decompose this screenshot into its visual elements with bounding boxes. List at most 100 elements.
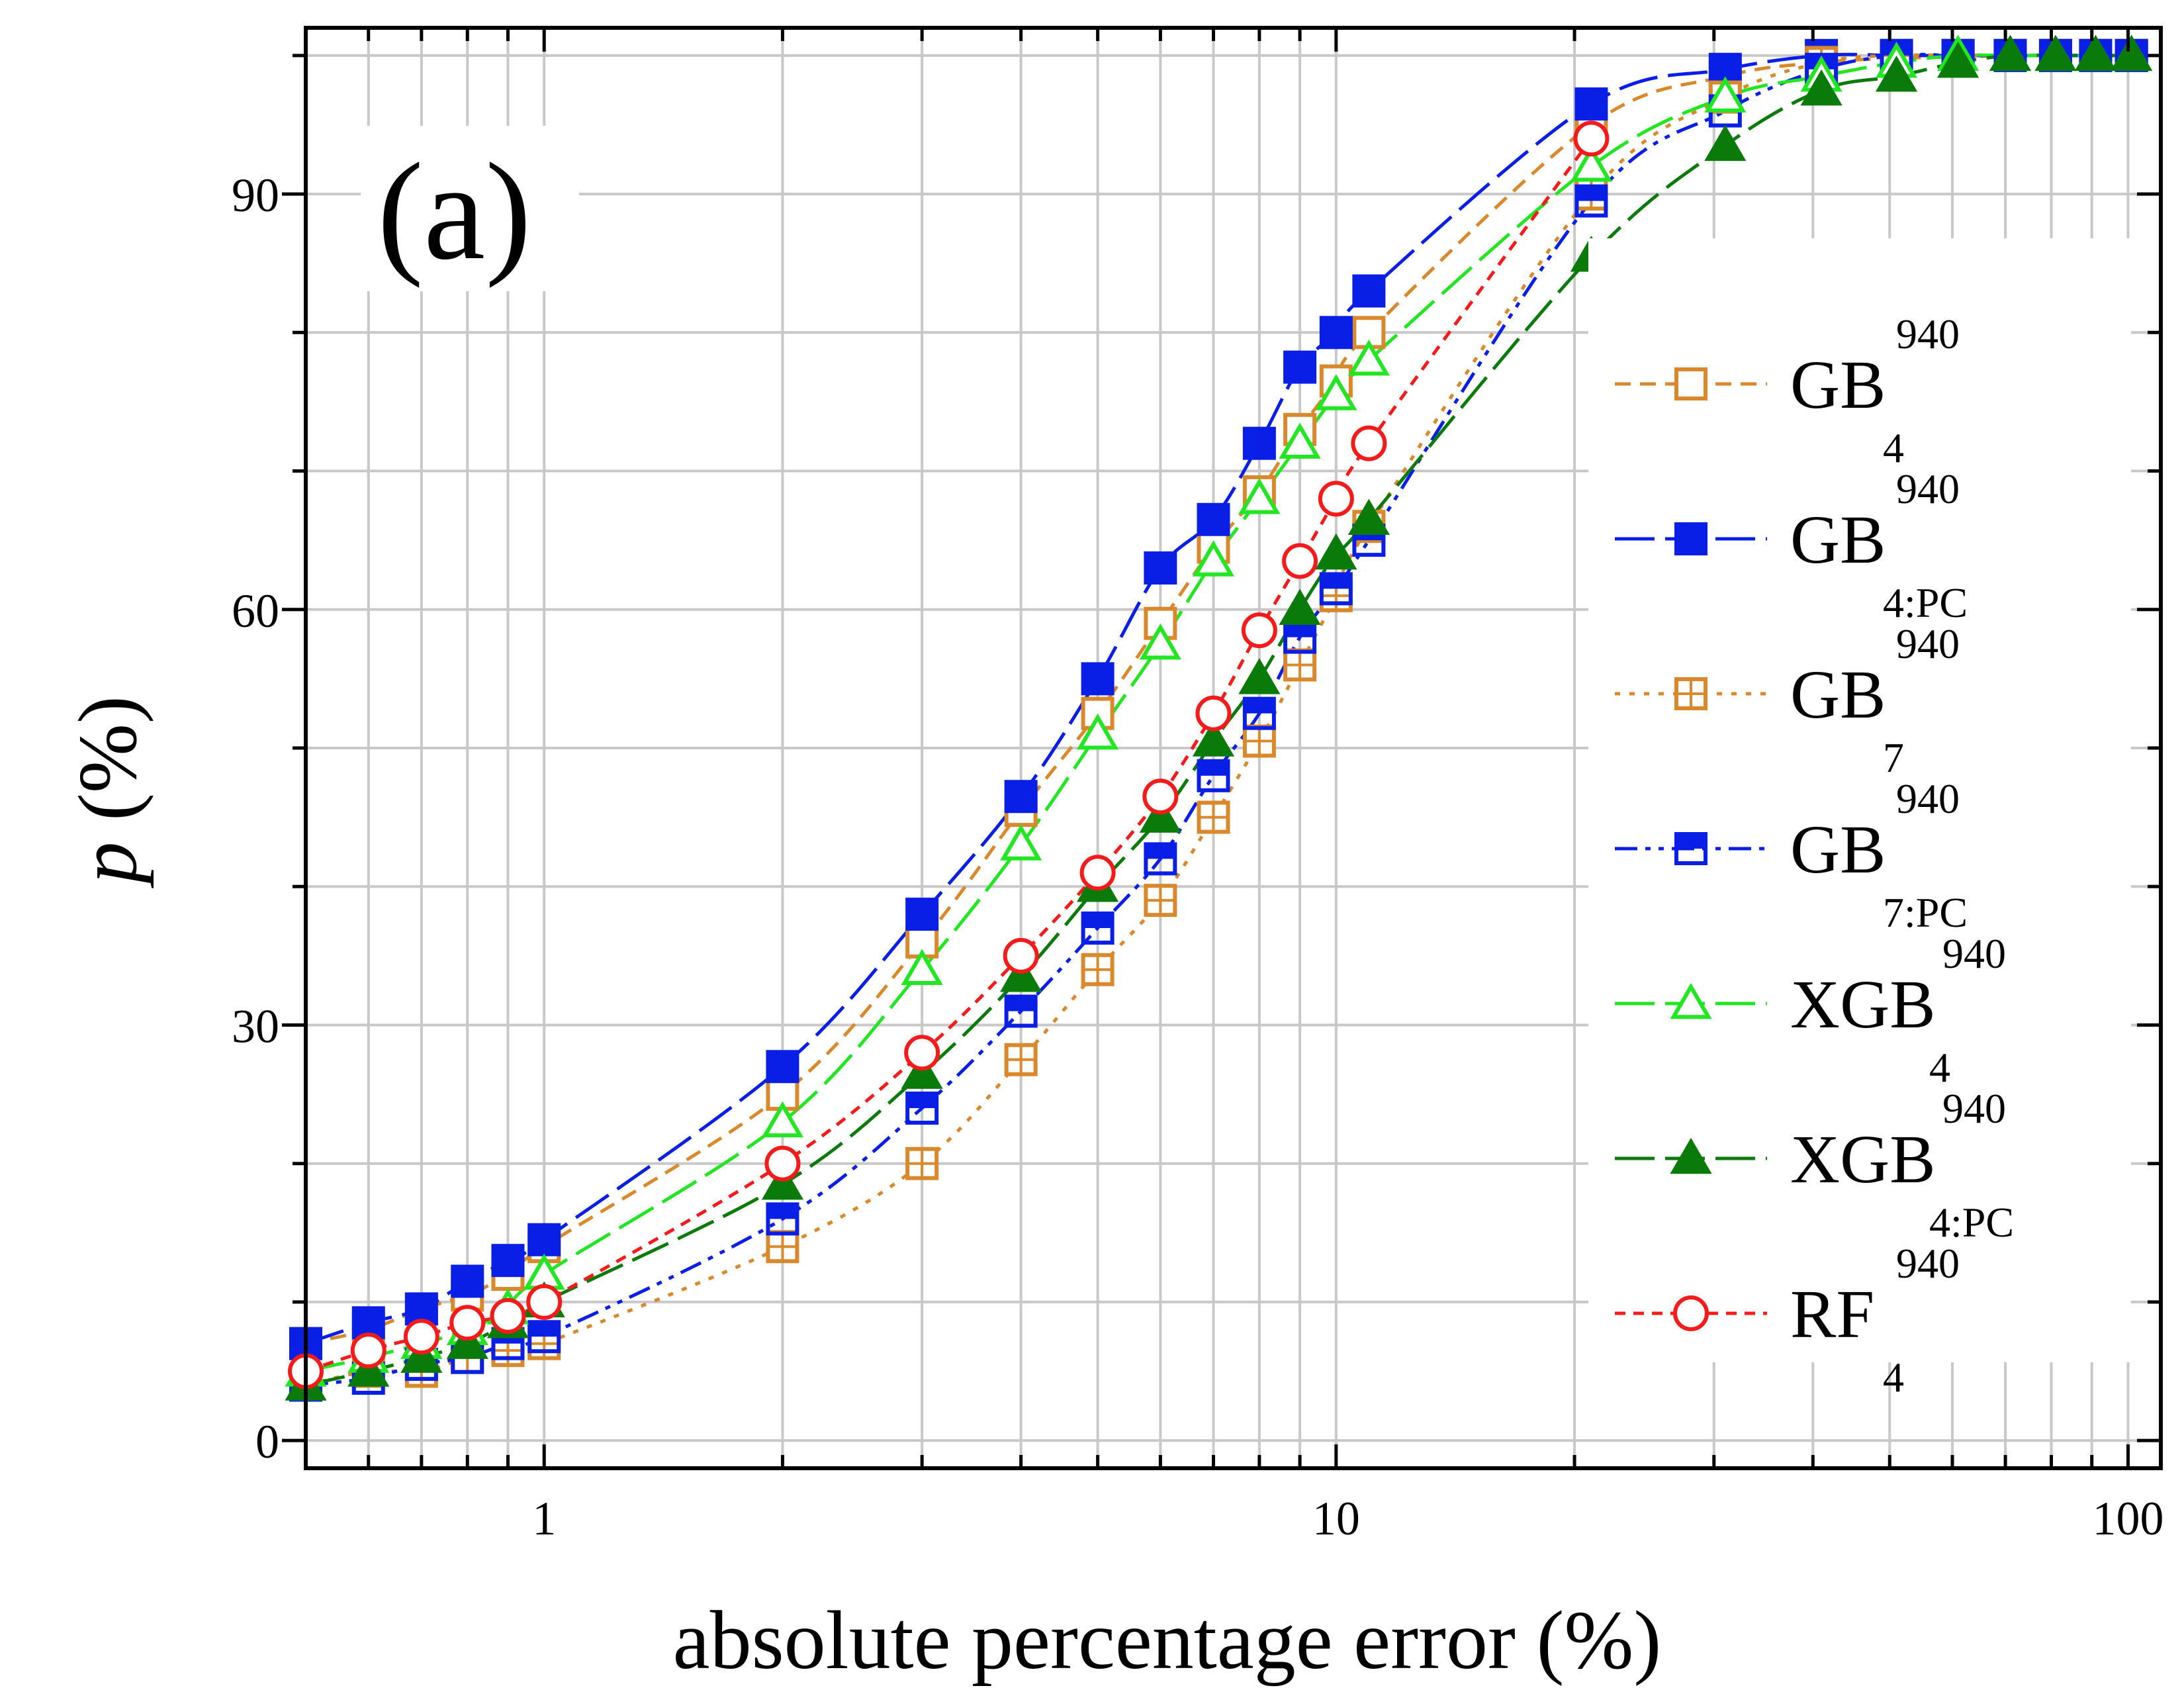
data-point-2-6 — [766, 1230, 799, 1264]
data-point-4-16 — [1570, 145, 1613, 182]
legend-superscript: 940 — [1896, 465, 1960, 512]
legend-item-1: GB4:PC 940 — [1615, 465, 1968, 626]
data-point-2-10 — [1144, 884, 1177, 917]
data-point-2-11 — [1197, 800, 1230, 834]
data-point-4-13 — [1279, 422, 1321, 459]
data-point-6-2 — [403, 1319, 439, 1355]
axes: 1 10 100 0 30 60 90 — [232, 28, 2163, 1545]
legend-marker — [1674, 832, 1707, 865]
legend-subscript: 7:PC — [1883, 889, 1968, 936]
data-point-6-11 — [1195, 695, 1232, 731]
data-point-1-5 — [527, 1223, 561, 1256]
legend-item-0: GB4 940 — [1615, 310, 1960, 471]
data-point-6-15 — [1351, 425, 1387, 461]
legend-superscript: 940 — [1896, 310, 1960, 357]
y-tick-label: 60 — [232, 585, 279, 637]
data-point-5-11 — [1192, 720, 1235, 757]
y-axis-title: p (%) — [62, 696, 154, 888]
data-point-5-24 — [2111, 34, 2153, 71]
data-point-6-3 — [449, 1305, 486, 1341]
data-point-4-6 — [761, 1101, 804, 1138]
data-point-1-9 — [1081, 662, 1115, 696]
data-point-6-16 — [1573, 120, 1610, 157]
data-point-6-8 — [1003, 937, 1039, 974]
data-point-4-7 — [901, 949, 943, 986]
data-point-6-1 — [350, 1333, 387, 1369]
data-point-2-8 — [1004, 1043, 1038, 1076]
data-point-1-11 — [1197, 502, 1230, 536]
legend-label: RF — [1790, 1276, 1874, 1352]
data-point-3-5 — [527, 1320, 561, 1354]
data-point-2-13 — [1283, 648, 1317, 682]
data-point-4-12 — [1238, 478, 1281, 514]
data-point-3-12 — [1242, 696, 1276, 730]
data-point-6-7 — [904, 1035, 940, 1071]
legend-label: GB — [1790, 347, 1886, 423]
y-axis-title-symbol: p — [62, 841, 154, 888]
data-point-6-12 — [1241, 612, 1277, 649]
data-point-1-3 — [451, 1264, 484, 1298]
legend-marker — [1670, 982, 1712, 1019]
data-point-5-3 — [446, 1323, 488, 1359]
data-point-1-6 — [766, 1050, 799, 1084]
x-axis-title: absolute percentage error (%) — [673, 1595, 1662, 1687]
data-point-4-8 — [1000, 824, 1042, 861]
legend-label: GB — [1790, 812, 1886, 888]
data-point-5-19 — [1875, 55, 1918, 92]
data-point-4-9 — [1077, 713, 1119, 750]
data-point-1-7 — [905, 898, 939, 931]
data-point-2-7 — [905, 1147, 939, 1180]
legend-item-3: GB7:PC 940 — [1615, 775, 1968, 936]
legend-superscript: 940 — [1942, 1085, 2006, 1132]
data-point-1-8 — [1004, 780, 1038, 814]
data-point-3-9 — [1081, 912, 1115, 945]
legend-subscript: 4 — [1883, 424, 1904, 471]
data-point-1-10 — [1144, 551, 1177, 585]
legend-subscript: 4 — [1929, 1044, 1950, 1091]
legend-superscript: 940 — [1896, 620, 1960, 667]
data-point-5-17 — [1704, 124, 1747, 162]
legend-superscript: 940 — [1896, 1240, 1960, 1287]
data-point-6-9 — [1079, 855, 1116, 891]
legend: GB4940GB4:PC940GB7940GB7:PC940XGB4940XGB… — [1615, 310, 2014, 1401]
legend-label: GB — [1790, 502, 1886, 578]
data-point-1-4 — [491, 1244, 525, 1278]
data-point-3-6 — [766, 1202, 799, 1236]
legend-item-6: RF4 940 — [1615, 1240, 1960, 1401]
data-point-5-20 — [1936, 42, 1979, 78]
legend-subscript: 7 — [1883, 734, 1904, 781]
data-point-6-4 — [490, 1297, 526, 1334]
data-point-6-13 — [1282, 543, 1318, 579]
legend-subscript: 4:PC — [1929, 1199, 2014, 1246]
legend-superscript: 940 — [1942, 930, 2006, 977]
data-point-1-15 — [1352, 274, 1386, 308]
legend-subscript: 4:PC — [1883, 579, 1968, 626]
data-point-1-16 — [1574, 87, 1608, 121]
data-point-5-21 — [1989, 34, 2032, 71]
data-point-1-12 — [1242, 426, 1276, 460]
data-point-6-5 — [526, 1284, 563, 1320]
data-point-4-17 — [1704, 76, 1747, 113]
data-point-6-10 — [1142, 778, 1179, 815]
data-point-5-13 — [1279, 588, 1321, 626]
data-point-4-11 — [1192, 540, 1235, 577]
data-point-5-23 — [2074, 34, 2117, 71]
y-tick-label: 90 — [232, 169, 279, 222]
legend-label: GB — [1790, 657, 1886, 733]
data-point-5-15 — [1347, 498, 1390, 536]
series-markers — [285, 34, 2153, 1402]
x-tick-label: 1 — [532, 1492, 556, 1545]
data-point-5-10 — [1139, 796, 1181, 833]
data-point-5-14 — [1315, 533, 1357, 570]
data-point-5-18 — [1800, 69, 1843, 106]
legend-marker — [1674, 367, 1707, 400]
x-tick-label: 100 — [2092, 1492, 2163, 1545]
data-point-3-14 — [1319, 572, 1353, 606]
data-point-3-8 — [1004, 994, 1038, 1028]
data-point-5-1 — [347, 1350, 390, 1387]
data-point-6-6 — [764, 1145, 801, 1182]
data-point-5-12 — [1238, 658, 1281, 694]
data-point-2-12 — [1242, 724, 1276, 758]
